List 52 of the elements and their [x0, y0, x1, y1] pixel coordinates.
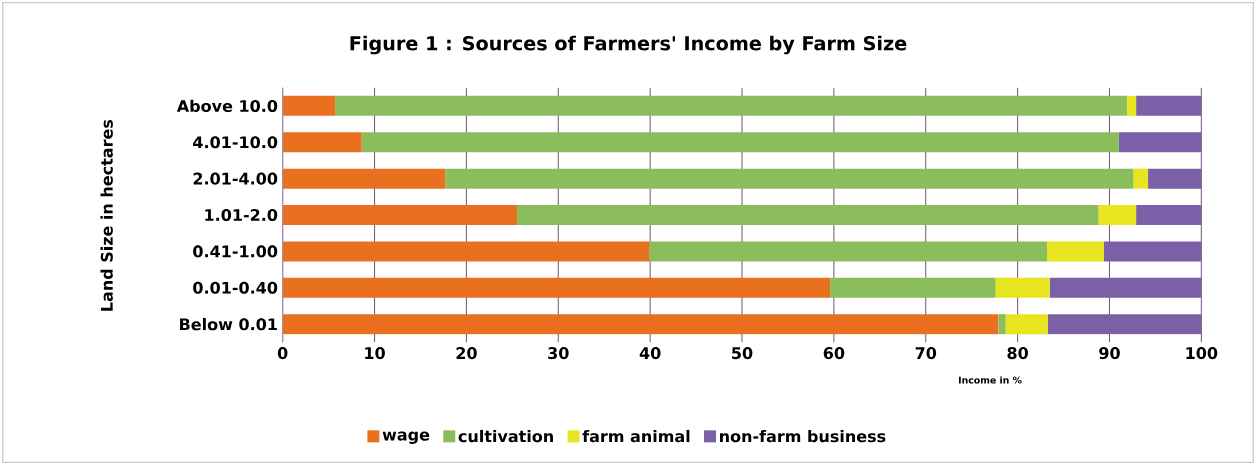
legend-label: wage — [382, 431, 430, 444]
bar — [1148, 168, 1202, 189]
x-tick-label: 0 — [277, 347, 288, 360]
x-tick-label: 100 — [1186, 347, 1218, 360]
x-axis-title: Income in % — [959, 376, 1022, 384]
y-tick-label: Above 10.0 — [176, 99, 278, 113]
bar — [1126, 95, 1137, 116]
x-tick-label: 60 — [823, 347, 845, 360]
bar — [1047, 314, 1202, 335]
y-tick-label: 4.01-10.0 — [193, 136, 278, 149]
bar — [995, 277, 1050, 298]
bar — [335, 95, 1127, 116]
bar — [1049, 277, 1202, 298]
legend-label: non-farm business — [720, 429, 886, 443]
x-tick-label: 30 — [548, 347, 569, 360]
chart-title: Figure 1 : Sources of Farmers' Income by Farm Size — [350, 35, 907, 55]
y-tick-label: 2.01-4.00 — [193, 172, 278, 185]
bar — [1118, 132, 1202, 153]
bar — [516, 205, 1099, 226]
bar — [361, 132, 1119, 153]
x-tick-label: 80 — [1007, 347, 1028, 360]
bar — [830, 277, 996, 298]
bar — [649, 241, 1048, 262]
y-tick-label: 1.01-2.0 — [205, 208, 278, 222]
bar — [1136, 205, 1202, 226]
legend-label: cultivation — [458, 429, 553, 443]
x-tick-label: 50 — [732, 347, 753, 360]
bar — [1103, 241, 1202, 262]
bar — [1047, 241, 1104, 262]
bar — [282, 241, 650, 262]
bar — [1005, 314, 1048, 335]
y-tick-label: 0.01-0.40 — [193, 281, 278, 294]
x-tick-label: 90 — [1099, 347, 1120, 360]
legend-label: farm animal — [582, 429, 690, 443]
x-tick-label: 10 — [365, 347, 385, 360]
x-tick-label: 70 — [915, 347, 937, 360]
bar — [1098, 205, 1137, 226]
x-tick-label: 20 — [456, 347, 477, 360]
bar — [282, 132, 362, 153]
bar — [282, 314, 999, 335]
bar — [1136, 95, 1202, 116]
bar — [1133, 168, 1149, 189]
bar — [998, 314, 1006, 335]
y-axis-title: Land Size in hectares — [100, 119, 113, 311]
bar — [282, 168, 446, 189]
bar — [282, 277, 831, 298]
bar — [282, 205, 517, 226]
bar — [282, 95, 336, 116]
bar — [445, 168, 1134, 189]
x-tick-label: 40 — [639, 347, 661, 360]
y-tick-label: 0.41-1.00 — [193, 245, 278, 258]
y-tick-label: Below 0.01 — [180, 317, 277, 331]
